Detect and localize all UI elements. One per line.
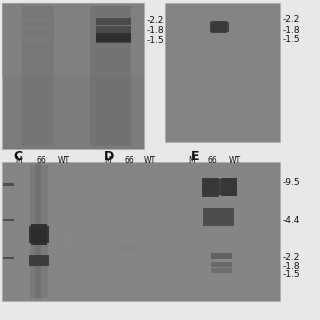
Bar bbox=[210, 22, 229, 32]
Bar bbox=[202, 178, 219, 197]
Text: -4.4: -4.4 bbox=[282, 216, 300, 225]
Bar bbox=[96, 33, 131, 42]
Text: C: C bbox=[13, 150, 22, 163]
Bar bbox=[2, 3, 144, 149]
Text: 66: 66 bbox=[124, 156, 134, 165]
Text: -1.8: -1.8 bbox=[147, 26, 164, 35]
Text: -2.2: -2.2 bbox=[147, 16, 164, 25]
Bar bbox=[211, 253, 232, 259]
Bar bbox=[123, 245, 133, 251]
Bar bbox=[22, 19, 51, 23]
Text: 66: 66 bbox=[36, 156, 46, 165]
Bar bbox=[3, 219, 14, 221]
Bar bbox=[237, 256, 248, 259]
Bar bbox=[221, 178, 237, 196]
Text: -1.5: -1.5 bbox=[282, 270, 300, 279]
Text: M: M bbox=[104, 156, 110, 165]
Text: E: E bbox=[191, 150, 199, 163]
Text: D: D bbox=[104, 150, 114, 163]
Bar bbox=[30, 165, 48, 298]
Text: WT: WT bbox=[229, 156, 241, 165]
Bar bbox=[29, 255, 49, 266]
Bar bbox=[90, 6, 131, 146]
Bar bbox=[3, 183, 14, 186]
Bar bbox=[2, 162, 280, 301]
Text: M: M bbox=[188, 156, 195, 165]
Bar bbox=[211, 262, 232, 267]
Bar bbox=[203, 208, 234, 226]
Bar bbox=[35, 163, 41, 299]
Text: M: M bbox=[15, 156, 22, 165]
Text: -1.8: -1.8 bbox=[282, 262, 300, 271]
Bar bbox=[29, 226, 49, 243]
Bar bbox=[3, 257, 14, 259]
Text: WT: WT bbox=[144, 156, 156, 165]
Bar bbox=[211, 268, 232, 273]
Text: -2.2: -2.2 bbox=[282, 253, 300, 262]
Bar bbox=[203, 179, 235, 195]
Text: -2.2: -2.2 bbox=[282, 15, 300, 24]
Text: -1.5: -1.5 bbox=[147, 36, 164, 45]
Text: 66: 66 bbox=[208, 156, 218, 165]
Text: -9.5: -9.5 bbox=[282, 178, 300, 187]
Bar bbox=[211, 21, 227, 33]
Text: -1.5: -1.5 bbox=[282, 35, 300, 44]
Text: -1.8: -1.8 bbox=[282, 26, 300, 35]
Bar bbox=[22, 6, 54, 146]
Bar bbox=[31, 224, 47, 245]
Text: WT: WT bbox=[58, 156, 70, 165]
Bar bbox=[2, 3, 144, 76]
Bar bbox=[22, 27, 51, 31]
Bar bbox=[96, 36, 131, 43]
Bar bbox=[165, 3, 280, 142]
Bar bbox=[96, 26, 131, 33]
Bar bbox=[96, 18, 131, 25]
Bar bbox=[61, 238, 74, 242]
Bar bbox=[22, 37, 51, 42]
